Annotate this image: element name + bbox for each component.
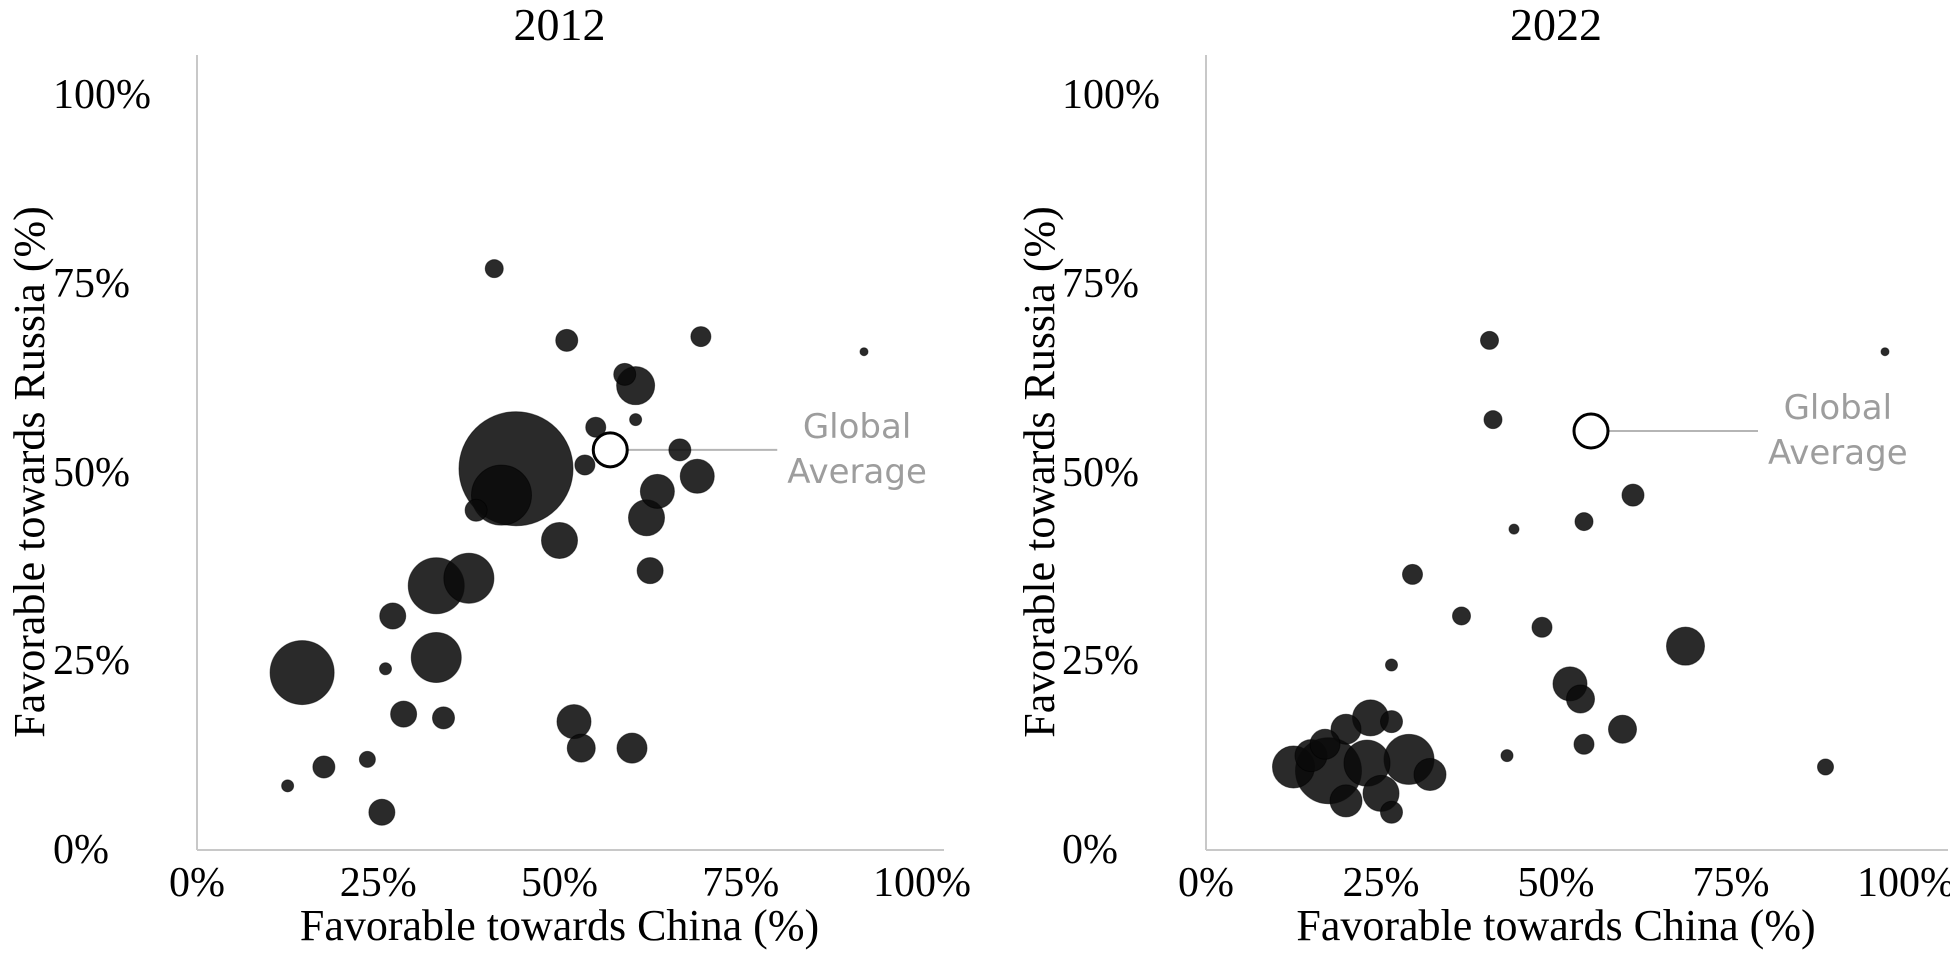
country-bubble (1531, 616, 1553, 638)
y-tick-label: 75% (53, 260, 130, 307)
country-bubble (1380, 800, 1403, 824)
country-bubble (432, 706, 455, 730)
country-bubble (541, 521, 578, 559)
x-tick-label: 100% (873, 860, 971, 906)
y-tick-label: 50% (53, 449, 130, 496)
y-axis-label-right: Favorable towards Russia (%) (1015, 206, 1064, 738)
country-bubble (1480, 330, 1499, 350)
y-tick-label: 100% (1062, 72, 1160, 118)
country-bubble (1413, 758, 1447, 791)
y-tick-label: 75% (1062, 260, 1139, 307)
country-bubble (668, 438, 692, 462)
y-tick-label: 0% (53, 827, 109, 873)
x-axis-label-left: Favorable towards China (%) (299, 901, 820, 950)
country-bubble (1574, 512, 1594, 532)
chart-title-2012: 2012 (513, 0, 606, 50)
country-bubble (859, 347, 869, 357)
country-bubble (1483, 410, 1503, 430)
global-average-annotation-left: Global Average (787, 405, 927, 495)
country-bubble (613, 362, 637, 386)
y-tick-label: 25% (53, 638, 130, 685)
global-average-annotation-line: Average (787, 451, 927, 492)
global-average-annotation-line: Global (1783, 387, 1893, 428)
y-tick-label: 100% (53, 72, 151, 118)
country-bubble (1573, 733, 1595, 755)
country-bubble (1385, 658, 1398, 672)
y-tick-label: 25% (1062, 638, 1139, 685)
country-bubble (585, 416, 607, 438)
country-bubble (629, 413, 643, 427)
country-bubble (690, 326, 712, 348)
global-average-annotation-line: Average (1768, 432, 1908, 473)
country-bubble (1621, 483, 1645, 507)
country-bubble (1329, 784, 1363, 818)
country-bubble (574, 454, 596, 476)
country-bubble (269, 640, 335, 706)
country-bubble (484, 259, 504, 279)
country-bubble (312, 755, 336, 779)
country-bubble (464, 498, 488, 522)
x-tick-label: 0% (1178, 860, 1234, 906)
country-bubble (1608, 714, 1637, 744)
country-bubble (1500, 749, 1514, 763)
global-average-marker (591, 431, 629, 469)
x-tick-label: 25% (1342, 860, 1420, 906)
country-bubble (1880, 347, 1890, 357)
country-bubble (555, 328, 579, 352)
country-bubble (1666, 626, 1705, 666)
global-average-marker (1572, 412, 1610, 450)
country-bubble (616, 732, 648, 764)
country-bubble (1566, 684, 1595, 714)
country-bubble (443, 552, 495, 604)
y-axis-label-left: Favorable towards Russia (%) (5, 206, 54, 738)
country-bubble (639, 473, 675, 509)
global-average-annotation-line: Global (802, 406, 912, 447)
country-bubble (390, 700, 418, 728)
x-tick-label: 75% (1692, 860, 1770, 906)
country-bubble (1309, 728, 1341, 760)
country-bubble (358, 750, 376, 768)
country-bubble (1402, 563, 1423, 585)
country-bubble (566, 733, 596, 763)
country-bubble (379, 662, 392, 676)
global-average-annotation-right: Global Average (1768, 386, 1908, 476)
x-tick-label: 50% (521, 860, 598, 906)
country-bubble (1380, 710, 1403, 734)
x-tick-label: 25% (339, 860, 417, 906)
x-tick-label: 100% (1857, 860, 1950, 906)
x-tick-label: 50% (1517, 860, 1595, 906)
x-tick-label: 75% (702, 860, 780, 906)
country-bubble (636, 557, 664, 585)
chart-title-2022: 2022 (1510, 0, 1602, 50)
country-bubble (281, 779, 295, 793)
country-bubble (1817, 758, 1834, 776)
country-bubble (1508, 523, 1520, 535)
country-bubble (679, 458, 715, 494)
x-tick-label: 0% (169, 860, 225, 906)
country-bubble (379, 602, 407, 630)
country-bubble (368, 798, 396, 826)
country-bubble (1452, 606, 1471, 626)
country-bubble (410, 631, 462, 683)
country-bubble (556, 704, 592, 740)
x-axis-label-right: Favorable towards China (%) (1296, 901, 1816, 950)
y-tick-label: 0% (1062, 827, 1118, 873)
y-tick-label: 50% (1062, 449, 1139, 496)
